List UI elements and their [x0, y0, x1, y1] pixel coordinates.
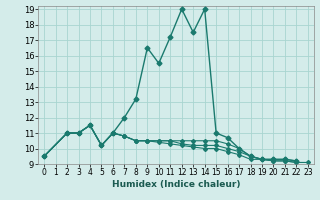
X-axis label: Humidex (Indice chaleur): Humidex (Indice chaleur)	[112, 180, 240, 189]
